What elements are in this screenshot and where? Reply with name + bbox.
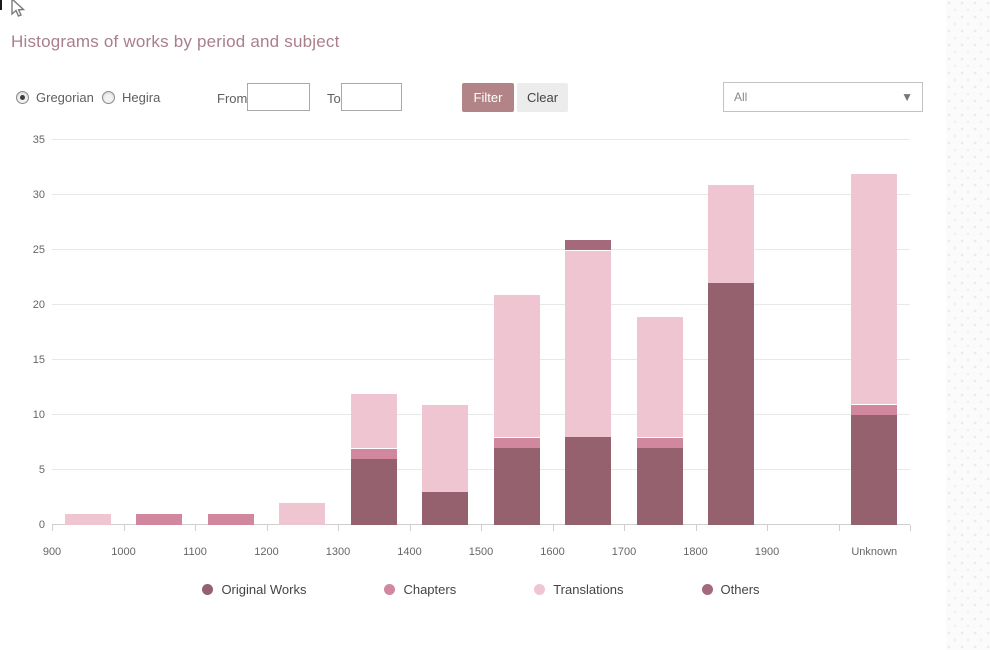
bar-segment-others[interactable] (565, 239, 612, 250)
y-axis-tick-label: 30 (32, 189, 45, 201)
gridline (52, 414, 910, 415)
x-axis-tick (409, 525, 411, 531)
radio-button-icon[interactable] (102, 91, 115, 104)
bar-segment-original-works[interactable] (565, 437, 612, 525)
to-label: To (327, 91, 341, 106)
from-input[interactable] (247, 83, 310, 111)
corner-mark (0, 0, 2, 10)
x-axis-tick (52, 525, 53, 531)
x-axis-tick (910, 525, 911, 531)
y-axis-tick-label: 0 (38, 519, 45, 531)
legend-dot-icon (202, 584, 214, 595)
gridline (52, 359, 910, 360)
y-axis-tick-label: 5 (38, 464, 45, 476)
x-axis-tick (123, 525, 125, 531)
gridline (52, 304, 910, 305)
x-axis-tick (838, 525, 840, 531)
bar-segment-original-works[interactable] (636, 448, 683, 525)
bar-segment-original-works[interactable] (708, 283, 755, 525)
x-axis-tick-label: 1600 (540, 546, 565, 558)
legend-item-others[interactable]: Others (701, 582, 760, 597)
mouse-cursor-icon (11, 0, 26, 17)
radio-button-icon[interactable] (16, 91, 29, 104)
background-pattern (946, 0, 990, 650)
y-axis-tick-label: 25 (32, 244, 45, 256)
x-axis-tick-label: 1700 (611, 546, 637, 558)
x-axis-tick-label: 1000 (111, 546, 136, 558)
x-axis-tick-label: 1100 (183, 546, 207, 558)
legend-item-original-works[interactable]: Original Works (202, 582, 306, 597)
gridline (52, 469, 910, 470)
x-axis-tick (695, 525, 697, 531)
calendar-radio-gregorian[interactable]: Gregorian (16, 90, 94, 105)
y-axis-tick-label: 20 (32, 299, 45, 311)
legend-item-chapters[interactable]: Chapters (384, 582, 456, 597)
legend-dot-icon (701, 584, 713, 595)
chart-legend: Original Works Chapters Translations Others (52, 582, 910, 597)
x-axis-tick-label: 1800 (683, 546, 708, 558)
histogram-plot-area (52, 139, 910, 525)
bar-segment-translations[interactable] (350, 393, 397, 448)
x-axis-tick-label: 1300 (325, 546, 351, 558)
y-axis-tick-label: 35 (32, 134, 45, 146)
gridline (52, 139, 910, 140)
radio-label: Gregorian (36, 90, 94, 105)
y-axis-tick-label: 10 (32, 409, 45, 421)
legend-label: Translations (553, 582, 624, 597)
bar-segment-translations[interactable] (708, 184, 755, 283)
bar-segment-translations[interactable] (422, 404, 469, 492)
gridline (52, 194, 910, 195)
from-label: From (217, 91, 248, 106)
gridline (52, 249, 910, 250)
x-axis-tick-label: Unknown (851, 546, 898, 558)
x-axis-tick-label: 1900 (754, 546, 780, 558)
legend-dot-icon (384, 584, 396, 595)
bar-segment-original-works[interactable] (851, 415, 898, 525)
bar-segment-original-works[interactable] (493, 448, 540, 525)
x-axis-tick (195, 525, 196, 531)
bar-segment-chapters[interactable] (851, 404, 898, 415)
bar-segment-chapters[interactable] (350, 448, 397, 459)
bar-segment-chapters[interactable] (636, 437, 683, 448)
bar-segment-original-works[interactable] (350, 459, 397, 525)
x-axis-tick (552, 525, 554, 531)
x-axis-tick-label: 1400 (397, 546, 422, 558)
bar-segment-translations[interactable] (636, 316, 683, 437)
calendar-radio-hegira[interactable]: Hegira (102, 90, 160, 105)
x-axis-tick (624, 525, 625, 531)
bar-segment-translations[interactable] (279, 503, 326, 525)
clear-button[interactable]: Clear (517, 83, 568, 112)
radio-label: Hegira (122, 90, 161, 105)
legend-label: Chapters (403, 582, 457, 597)
bar-segment-translations[interactable] (493, 294, 540, 437)
bar-segment-translations[interactable] (565, 250, 612, 437)
y-axis-tick-label: 15 (32, 354, 45, 366)
chevron-down-icon: ▼ (901, 90, 913, 104)
legend-dot-icon (534, 584, 546, 595)
subject-dropdown-value: All (734, 90, 748, 104)
legend-label: Others (720, 582, 760, 597)
x-axis-tick (266, 525, 268, 531)
x-axis-tick (481, 525, 482, 531)
bar-segment-chapters[interactable] (207, 514, 254, 525)
x-axis-tick (338, 525, 339, 531)
filter-button[interactable]: Filter (462, 83, 514, 112)
bar-segment-chapters[interactable] (493, 437, 540, 448)
bar-segment-original-works[interactable] (422, 492, 469, 525)
subject-dropdown[interactable]: All ▼ (723, 82, 923, 112)
bar-segment-translations[interactable] (64, 514, 111, 525)
to-input[interactable] (341, 83, 402, 111)
bar-segment-chapters[interactable] (136, 514, 183, 525)
bar-segment-translations[interactable] (851, 173, 898, 404)
page-title: Histograms of works by period and subjec… (11, 32, 340, 51)
x-axis-tick (767, 525, 768, 531)
x-axis-tick-label: 1200 (254, 546, 279, 558)
legend-label: Original Works (221, 582, 307, 597)
x-axis-tick-label: 1500 (468, 546, 494, 558)
x-axis-tick-label: 900 (42, 546, 62, 558)
x-axis-line (52, 524, 910, 525)
legend-item-translations[interactable]: Translations (534, 582, 624, 597)
